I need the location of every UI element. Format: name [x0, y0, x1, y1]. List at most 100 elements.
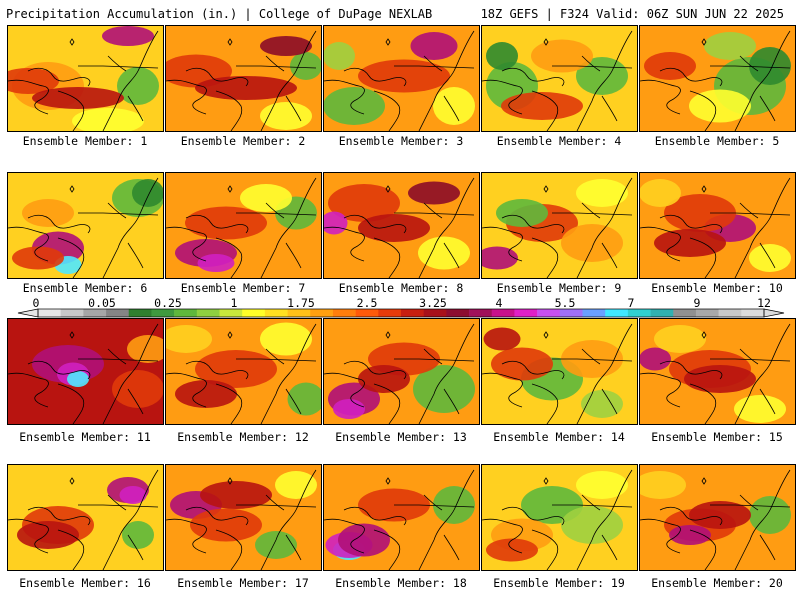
ensemble-member-label-7: Ensemble Member: 7 — [180, 281, 306, 295]
coastline-border — [659, 506, 723, 526]
coastline-border — [576, 177, 633, 278]
colorbar-swatch — [537, 309, 561, 317]
coastline-border — [166, 226, 207, 262]
ensemble-map-9 — [481, 172, 638, 279]
coastline-border — [659, 360, 723, 380]
location-marker-icon — [701, 331, 707, 339]
coastline-border — [640, 79, 681, 115]
coastline-border — [324, 79, 365, 115]
precip-blob — [704, 32, 756, 60]
precip-blob — [333, 399, 365, 419]
precip-blob — [275, 471, 317, 499]
precip-blob — [358, 59, 450, 93]
precip-blob — [654, 229, 726, 257]
coastline-border — [576, 323, 633, 424]
coastline-border — [107, 202, 127, 219]
coastline-border — [576, 30, 633, 131]
colorbar-tick-label: 4 — [495, 296, 503, 310]
precip-blob — [200, 481, 272, 509]
colorbar-swatch — [219, 309, 243, 317]
ensemble-map-13 — [323, 318, 480, 425]
coastline-border — [689, 529, 717, 570]
coastline-border — [27, 506, 91, 526]
precip-blob — [640, 471, 686, 499]
colorbar-min-arrow — [17, 308, 39, 318]
colorbar-tick-label: 5.5 — [554, 296, 576, 310]
precip-blob — [669, 525, 711, 545]
coastline-border — [659, 67, 723, 87]
precip-blob — [22, 199, 74, 227]
coastline-border — [759, 242, 776, 269]
precip-blob — [255, 531, 297, 559]
coastline-border — [581, 494, 601, 511]
precip-blob — [689, 501, 751, 529]
precip-blob — [287, 382, 321, 416]
coastline-border — [418, 177, 475, 278]
coastline-border — [501, 506, 565, 526]
ensemble-map-10 — [639, 172, 796, 279]
precip-blob — [12, 246, 64, 270]
ensemble-member-label-11: Ensemble Member: 11 — [19, 430, 151, 444]
coastline-border — [215, 90, 243, 131]
colorbar-swatch — [83, 309, 107, 317]
colorbar-swatch — [718, 309, 742, 317]
colorbar-swatch — [469, 309, 493, 317]
precip-blob — [664, 194, 736, 232]
coastline-border — [102, 323, 159, 424]
coastline-border — [418, 30, 475, 131]
coastline-border — [581, 55, 601, 72]
coastline-border — [260, 323, 317, 424]
colorbar-swatch — [491, 309, 515, 317]
colorbar-tick-label: 1.75 — [287, 296, 315, 310]
coastline-border — [343, 214, 407, 234]
colorbar-swatch — [695, 309, 719, 317]
precip-blob — [119, 486, 147, 504]
precip-blob — [561, 224, 623, 262]
precip-blob — [576, 179, 628, 207]
precip-blob — [358, 214, 430, 242]
coastline-border — [601, 242, 618, 269]
colorbar-tick-label: 0 — [32, 296, 40, 310]
coastline-border — [265, 202, 285, 219]
coastline-border — [102, 30, 159, 131]
precip-blob — [72, 108, 144, 131]
coastline-border — [689, 237, 717, 278]
colorbar-swatch — [60, 309, 84, 317]
colorbar-tick-label: 0.25 — [154, 296, 182, 310]
coastline-border — [689, 383, 717, 424]
ensemble-member-label-1: Ensemble Member: 1 — [22, 134, 148, 148]
location-marker-icon — [69, 331, 75, 339]
coastline-border — [260, 30, 317, 131]
precip-blob — [260, 322, 312, 356]
coastline-border — [734, 469, 791, 570]
colorbar-swatch — [264, 309, 288, 317]
coastline-border — [581, 348, 601, 365]
precip-blob — [486, 42, 518, 70]
precip-blob — [640, 347, 671, 371]
coastline-border — [57, 383, 85, 424]
precip-blob — [197, 254, 235, 272]
precip-blob — [195, 76, 297, 100]
ensemble-map-2 — [165, 25, 322, 132]
coastline-border — [185, 506, 249, 526]
location-marker-icon — [701, 477, 707, 485]
coastline-border — [640, 372, 681, 408]
location-marker-icon — [385, 477, 391, 485]
coastline-border — [215, 383, 243, 424]
ensemble-map-18 — [323, 464, 480, 571]
coastline-border — [166, 518, 207, 554]
coastline-border — [185, 360, 249, 380]
ensemble-member-label-5: Ensemble Member: 5 — [654, 134, 780, 148]
ensemble-member-label-10: Ensemble Member: 10 — [651, 281, 783, 295]
colorbar-swatch — [650, 309, 674, 317]
ensemble-member-label-12: Ensemble Member: 12 — [177, 430, 309, 444]
precip-blob — [561, 340, 623, 378]
location-marker-icon — [69, 38, 75, 46]
ensemble-member-label-2: Ensemble Member: 2 — [180, 134, 306, 148]
precip-blob — [644, 52, 696, 80]
coastline-border — [373, 383, 401, 424]
coastline-border — [373, 90, 401, 131]
coastline-border — [343, 67, 407, 87]
coastline-border — [601, 388, 618, 415]
location-marker-icon — [227, 477, 233, 485]
